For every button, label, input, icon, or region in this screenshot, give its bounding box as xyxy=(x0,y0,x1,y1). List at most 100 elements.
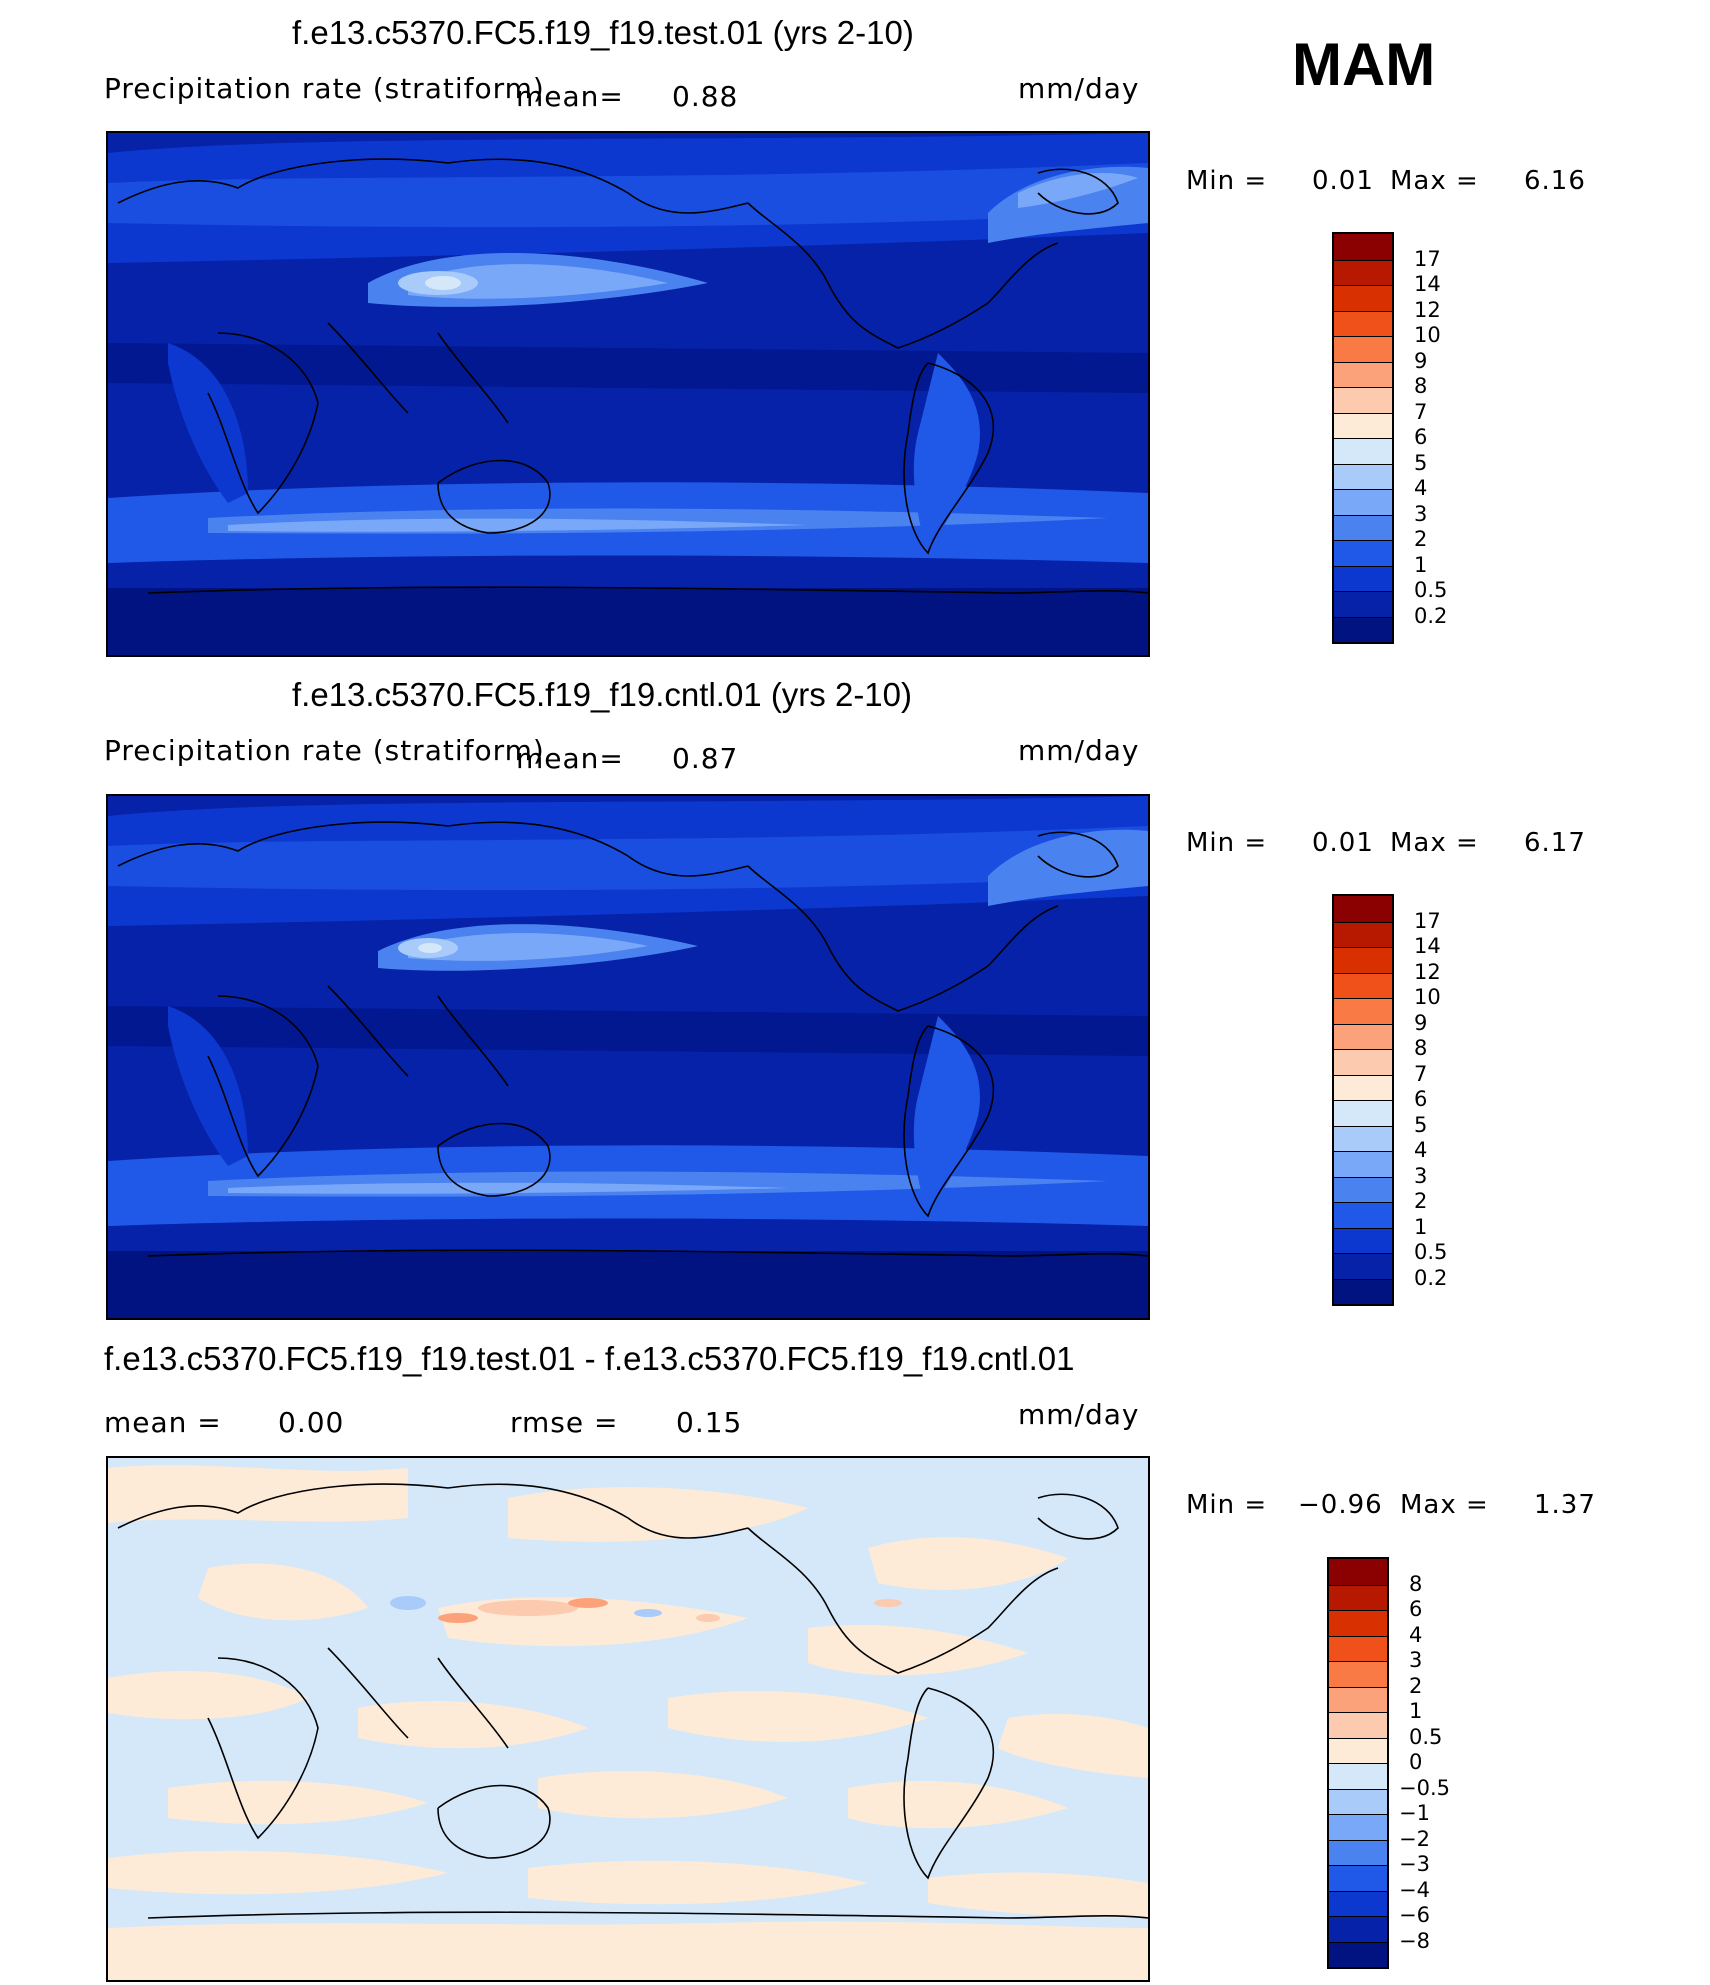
colorbar-swatch xyxy=(1334,591,1392,617)
colorbar-tick-label: −8 xyxy=(1399,1928,1430,1953)
panel-3-rmse-value: 0.15 xyxy=(676,1406,743,1439)
colorbar-tick-label: 9 xyxy=(1414,1010,1428,1035)
colorbar-tick-label: 14 xyxy=(1414,934,1441,958)
season-label: MAM xyxy=(1292,31,1436,98)
panel-2-min-label: Min = xyxy=(1186,828,1268,858)
colorbar-swatch xyxy=(1329,1635,1387,1661)
panel-1-colorbar xyxy=(1332,232,1394,644)
panel-3-mean-value: 0.00 xyxy=(278,1406,345,1439)
panel-3-mean-label: mean = xyxy=(104,1406,222,1439)
colorbar-tick-label: 0.5 xyxy=(1409,1724,1443,1749)
panel-1-mean-value: 0.88 xyxy=(672,80,739,113)
colorbar-swatch xyxy=(1334,489,1392,515)
colorbar-tick-label: 4 xyxy=(1414,476,1428,500)
colorbar-swatch xyxy=(1329,1661,1387,1687)
colorbar-swatch xyxy=(1329,1584,1387,1610)
panel-3-map xyxy=(106,1456,1150,1982)
panel-1-variable: Precipitation rate (stratiform) xyxy=(104,72,545,105)
panel-2-units: mm/day xyxy=(1018,734,1140,767)
colorbar-swatch xyxy=(1334,1100,1392,1126)
colorbar-swatch xyxy=(1334,540,1392,566)
colorbar-tick-label: 8 xyxy=(1414,374,1428,398)
colorbar-swatch xyxy=(1334,896,1392,922)
colorbar-swatch xyxy=(1334,1202,1392,1228)
colorbar-swatch xyxy=(1329,1916,1387,1942)
colorbar-swatch xyxy=(1334,998,1392,1024)
panel-2-variable: Precipitation rate (stratiform) xyxy=(104,734,545,767)
colorbar-tick-label: −2 xyxy=(1399,1826,1430,1851)
colorbar-swatch xyxy=(1329,1686,1387,1712)
colorbar-swatch xyxy=(1334,1049,1392,1075)
colorbar-swatch xyxy=(1329,1763,1387,1789)
colorbar-swatch xyxy=(1334,463,1392,489)
colorbar-tick-label: 5 xyxy=(1414,450,1428,475)
panel-2-min-value: 0.01 xyxy=(1312,828,1374,858)
colorbar-tick-label: 7 xyxy=(1414,399,1428,424)
colorbar-tick-label: 3 xyxy=(1409,1648,1423,1672)
colorbar-tick-label: 8 xyxy=(1414,1036,1428,1060)
colorbar-swatch xyxy=(1329,1712,1387,1738)
colorbar-swatch xyxy=(1334,1227,1392,1253)
colorbar-tick-label: 5 xyxy=(1414,1112,1428,1137)
panel-3-max-label: Max = xyxy=(1400,1490,1489,1520)
colorbar-swatch xyxy=(1334,1278,1392,1304)
colorbar-swatch xyxy=(1329,1890,1387,1916)
colorbar-tick-label: 4 xyxy=(1409,1622,1423,1647)
panel-1-max-label: Max = xyxy=(1390,166,1479,196)
panel-2-colorbar xyxy=(1332,894,1394,1306)
colorbar-swatch xyxy=(1329,1559,1387,1585)
colorbar-tick-label: 12 xyxy=(1414,297,1441,322)
colorbar-tick-label: −6 xyxy=(1399,1903,1430,1927)
panel-2-max-value: 6.17 xyxy=(1524,828,1586,858)
colorbar-tick-label: 10 xyxy=(1414,985,1441,1009)
colorbar-tick-label: 8 xyxy=(1409,1571,1423,1596)
colorbar-swatch xyxy=(1329,1941,1387,1967)
colorbar-tick-label: 17 xyxy=(1414,908,1441,933)
panel-2-max-label: Max = xyxy=(1390,828,1479,858)
panel-1-max-value: 6.16 xyxy=(1524,166,1586,196)
colorbar-swatch xyxy=(1334,1176,1392,1202)
colorbar-tick-label: −4 xyxy=(1399,1877,1430,1902)
colorbar-swatch xyxy=(1334,259,1392,285)
colorbar-tick-label: 0.2 xyxy=(1414,603,1448,628)
colorbar-swatch xyxy=(1334,1253,1392,1279)
panel-1-title: f.e13.c5370.FC5.f19_f19.test.01 (yrs 2-1… xyxy=(292,14,914,51)
colorbar-swatch xyxy=(1334,616,1392,642)
colorbar-swatch xyxy=(1334,1151,1392,1177)
panel-3-max-value: 1.37 xyxy=(1534,1490,1596,1520)
panel-3-min-value: −0.96 xyxy=(1298,1490,1383,1520)
colorbar-tick-label: 17 xyxy=(1414,246,1441,271)
panel-1-map xyxy=(106,131,1150,657)
panel-3-min-label: Min = xyxy=(1186,1490,1268,1520)
panel-1-mean-label: mean= xyxy=(516,80,624,113)
colorbar-swatch xyxy=(1334,361,1392,387)
colorbar-tick-label: −0.5 xyxy=(1399,1775,1450,1800)
colorbar-tick-label: 1 xyxy=(1414,552,1428,577)
colorbar-tick-label: 2 xyxy=(1414,527,1428,551)
panel-3-colorbar xyxy=(1327,1557,1389,1969)
colorbar-tick-label: 1 xyxy=(1414,1214,1428,1239)
panel-2-mean-label: mean= xyxy=(516,742,624,775)
colorbar-swatch xyxy=(1334,1125,1392,1151)
colorbar-swatch xyxy=(1334,234,1392,260)
colorbar-tick-label: 6 xyxy=(1414,425,1428,449)
colorbar-swatch xyxy=(1334,412,1392,438)
colorbar-tick-label: 0.2 xyxy=(1414,1265,1448,1290)
colorbar-swatch xyxy=(1334,438,1392,464)
colorbar-tick-label: 14 xyxy=(1414,272,1441,296)
colorbar-swatch xyxy=(1329,1865,1387,1891)
panel-3-units: mm/day xyxy=(1018,1398,1140,1431)
colorbar-tick-label: 0 xyxy=(1409,1750,1423,1774)
colorbar-swatch xyxy=(1334,921,1392,947)
colorbar-tick-label: 0.5 xyxy=(1414,578,1448,602)
colorbar-tick-label: 1 xyxy=(1409,1699,1423,1723)
panel-3-map-graphic xyxy=(108,1458,1148,1980)
panel-1-units: mm/day xyxy=(1018,72,1140,105)
colorbar-tick-label: 12 xyxy=(1414,959,1441,984)
colorbar-tick-label: 2 xyxy=(1414,1189,1428,1213)
colorbar-swatch xyxy=(1334,972,1392,998)
colorbar-tick-label: 6 xyxy=(1409,1597,1423,1621)
colorbar-swatch xyxy=(1334,514,1392,540)
colorbar-tick-label: 2 xyxy=(1409,1673,1423,1698)
colorbar-swatch xyxy=(1334,1074,1392,1100)
